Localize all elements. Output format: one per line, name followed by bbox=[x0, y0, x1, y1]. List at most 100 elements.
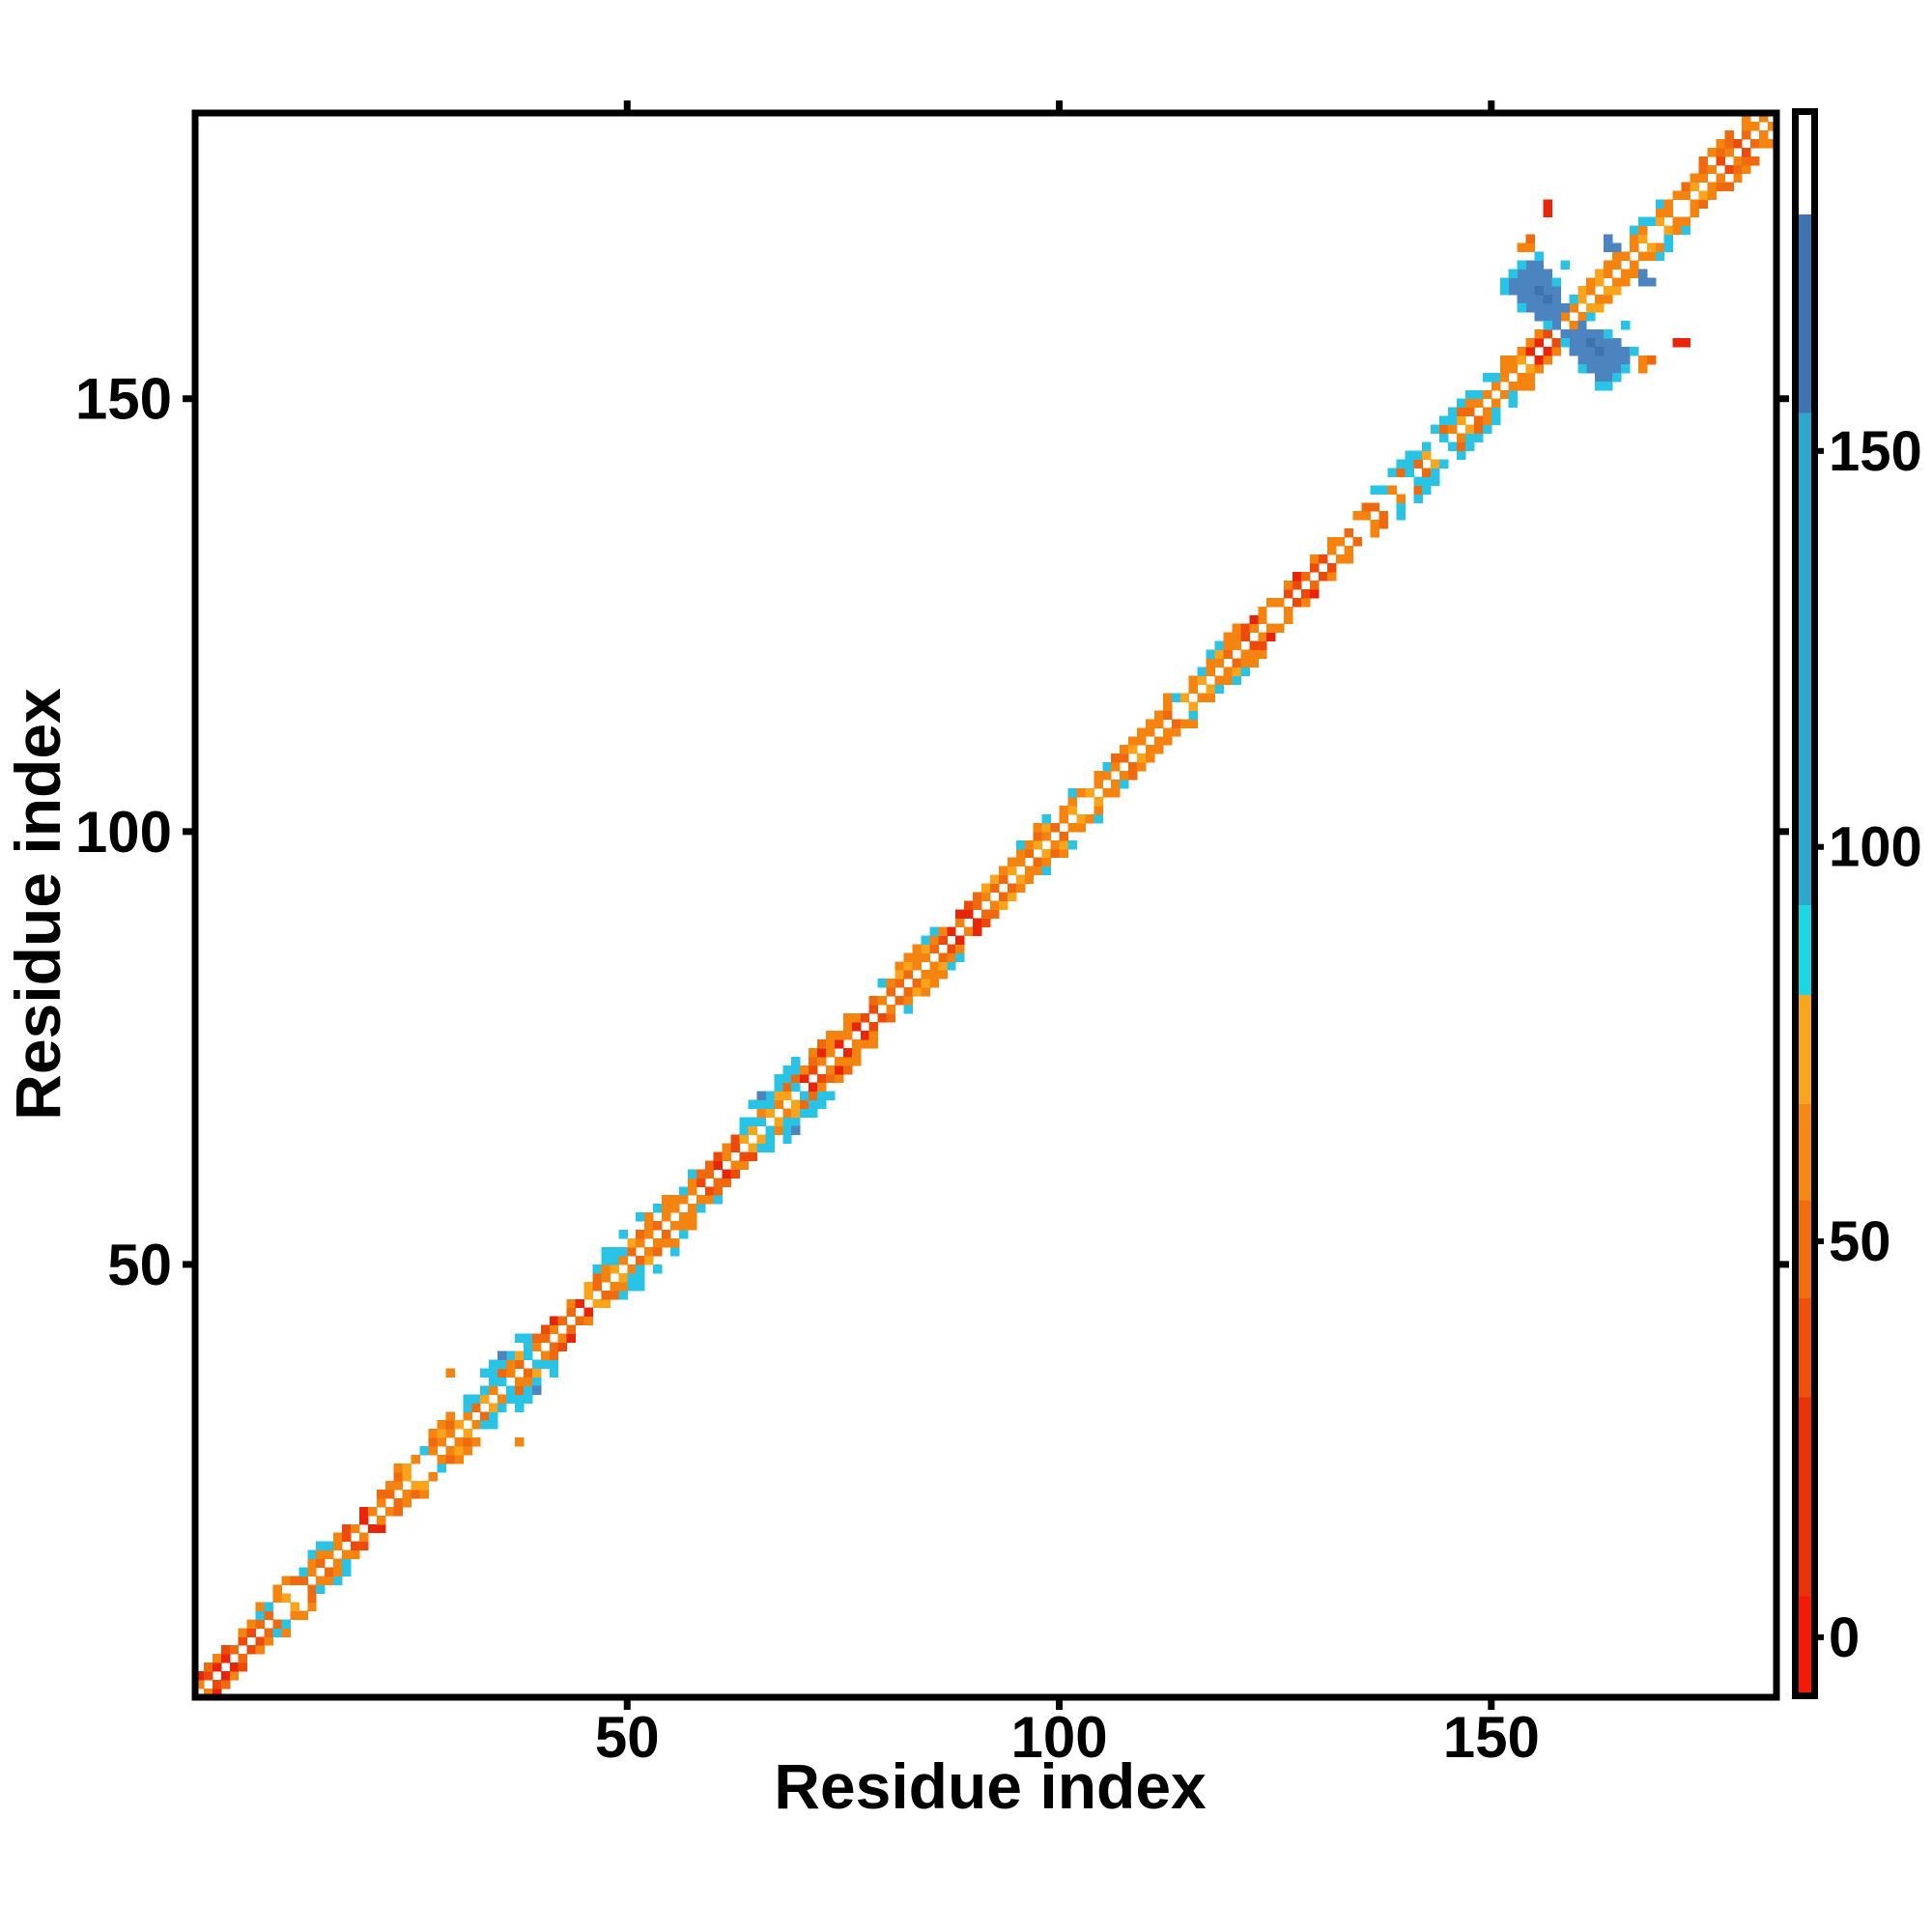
heatmap-cell bbox=[307, 1602, 317, 1611]
heatmap-cell bbox=[1145, 745, 1155, 754]
heatmap-cell bbox=[1120, 745, 1129, 754]
heatmap-cell bbox=[868, 1005, 879, 1014]
heatmap-cell bbox=[669, 1221, 680, 1231]
heatmap-cell bbox=[809, 1056, 818, 1066]
heatmap-cell bbox=[1612, 355, 1622, 365]
heatmap-cell bbox=[1646, 242, 1657, 252]
heatmap-cell bbox=[1326, 546, 1337, 555]
heatmap-cell bbox=[895, 996, 905, 1006]
heatmap-cell bbox=[782, 1091, 792, 1101]
heatmap-cell bbox=[653, 1221, 663, 1231]
heatmap-cell bbox=[1378, 485, 1388, 495]
heatmap-cell bbox=[325, 1576, 334, 1585]
heatmap-cell bbox=[272, 1628, 282, 1637]
heatmap-cell bbox=[696, 1204, 706, 1213]
heatmap-cell bbox=[800, 1099, 810, 1110]
heatmap-cell bbox=[1059, 839, 1068, 850]
heatmap-cell bbox=[636, 1272, 645, 1283]
heatmap-cell bbox=[1120, 753, 1129, 763]
heatmap-cell bbox=[342, 1523, 352, 1534]
heatmap-cell bbox=[506, 1394, 516, 1404]
heatmap-cell bbox=[1206, 649, 1216, 660]
heatmap-cell bbox=[989, 883, 1000, 894]
heatmap-cell bbox=[1405, 468, 1414, 477]
heatmap-cell bbox=[1431, 476, 1440, 486]
heatmap-cell bbox=[393, 1463, 404, 1473]
heatmap-cell bbox=[644, 1255, 654, 1265]
heatmap-cell bbox=[1396, 468, 1406, 477]
heatmap-cell bbox=[817, 1099, 827, 1110]
heatmap-cell bbox=[834, 1073, 844, 1084]
heatmap-cell bbox=[713, 1186, 724, 1196]
heatmap-cell bbox=[437, 1463, 446, 1473]
heatmap-cell bbox=[774, 1117, 783, 1127]
heatmap-cell bbox=[929, 979, 939, 988]
heatmap-cell bbox=[921, 935, 930, 945]
heatmap-cell bbox=[489, 1377, 498, 1386]
heatmap-cell bbox=[1422, 468, 1432, 477]
heatmap-cell bbox=[290, 1576, 299, 1585]
heatmap-cell bbox=[264, 1636, 274, 1646]
heatmap-cell bbox=[1543, 329, 1552, 339]
heatmap-cell bbox=[1543, 208, 1552, 218]
heatmap-cell bbox=[851, 1047, 862, 1058]
heatmap-cell bbox=[627, 1246, 637, 1257]
heatmap-cell bbox=[1586, 338, 1596, 348]
heatmap-cell bbox=[514, 1394, 525, 1404]
heatmap-cell bbox=[1232, 623, 1241, 634]
heatmap-cell bbox=[1439, 424, 1449, 435]
heatmap-cell bbox=[696, 1195, 706, 1205]
heatmap-cell bbox=[437, 1420, 446, 1430]
heatmap-cell bbox=[1569, 295, 1578, 304]
heatmap-cell bbox=[842, 1021, 853, 1032]
heatmap-cell bbox=[506, 1359, 516, 1369]
heatmap-cell bbox=[1698, 156, 1708, 166]
heatmap-cell bbox=[1309, 554, 1320, 564]
heatmap-cell bbox=[1482, 415, 1492, 426]
heatmap-cell bbox=[1655, 208, 1665, 218]
heatmap-cell bbox=[307, 1549, 317, 1560]
heatmap-cell bbox=[1240, 623, 1250, 634]
heatmap-cell bbox=[1464, 441, 1475, 452]
heatmap-cell bbox=[1050, 839, 1061, 850]
heatmap-cell bbox=[1145, 727, 1155, 737]
heatmap-cell bbox=[540, 1324, 551, 1335]
heatmap-cell bbox=[1249, 640, 1259, 651]
heatmap-cell bbox=[1543, 355, 1552, 365]
heatmap-cell bbox=[1525, 234, 1536, 243]
heatmap-cell bbox=[1249, 614, 1259, 625]
heatmap-cell bbox=[1335, 554, 1346, 564]
heatmap-cell bbox=[316, 1584, 326, 1594]
heatmap-cell bbox=[998, 892, 1009, 902]
heatmap-cell bbox=[1586, 346, 1596, 356]
heatmap-cell bbox=[687, 1178, 697, 1187]
heatmap-cell bbox=[445, 1455, 455, 1464]
heatmap-cell bbox=[1120, 771, 1129, 781]
heatmap-cell bbox=[402, 1463, 412, 1473]
heatmap-cell bbox=[514, 1403, 525, 1412]
heatmap-cell bbox=[1352, 537, 1363, 547]
heatmap-cell bbox=[1543, 321, 1552, 330]
heatmap-cell bbox=[393, 1471, 404, 1482]
heatmap-cell bbox=[800, 1073, 810, 1084]
heatmap-cell bbox=[1482, 389, 1492, 400]
heatmap-cell bbox=[895, 970, 905, 980]
heatmap-cell bbox=[929, 961, 939, 971]
heatmap-cell bbox=[1612, 363, 1622, 374]
heatmap-cell bbox=[947, 926, 956, 936]
heatmap-cell bbox=[774, 1091, 783, 1101]
heatmap-cell bbox=[1517, 269, 1527, 278]
heatmap-cell bbox=[678, 1230, 689, 1239]
heatmap-cell bbox=[255, 1645, 266, 1655]
heatmap-cell bbox=[428, 1471, 438, 1482]
heatmap-cell bbox=[1724, 182, 1734, 192]
heatmap-cell bbox=[964, 900, 974, 910]
heatmap-cell bbox=[1517, 372, 1527, 383]
heatmap-cell bbox=[229, 1662, 240, 1672]
heatmap-cell bbox=[1431, 459, 1440, 469]
heatmap-cell bbox=[1258, 632, 1267, 642]
heatmap-cell bbox=[531, 1385, 542, 1395]
heatmap-cell bbox=[1620, 321, 1631, 330]
heatmap-cell bbox=[1551, 338, 1561, 348]
heatmap-cell bbox=[1672, 190, 1683, 201]
